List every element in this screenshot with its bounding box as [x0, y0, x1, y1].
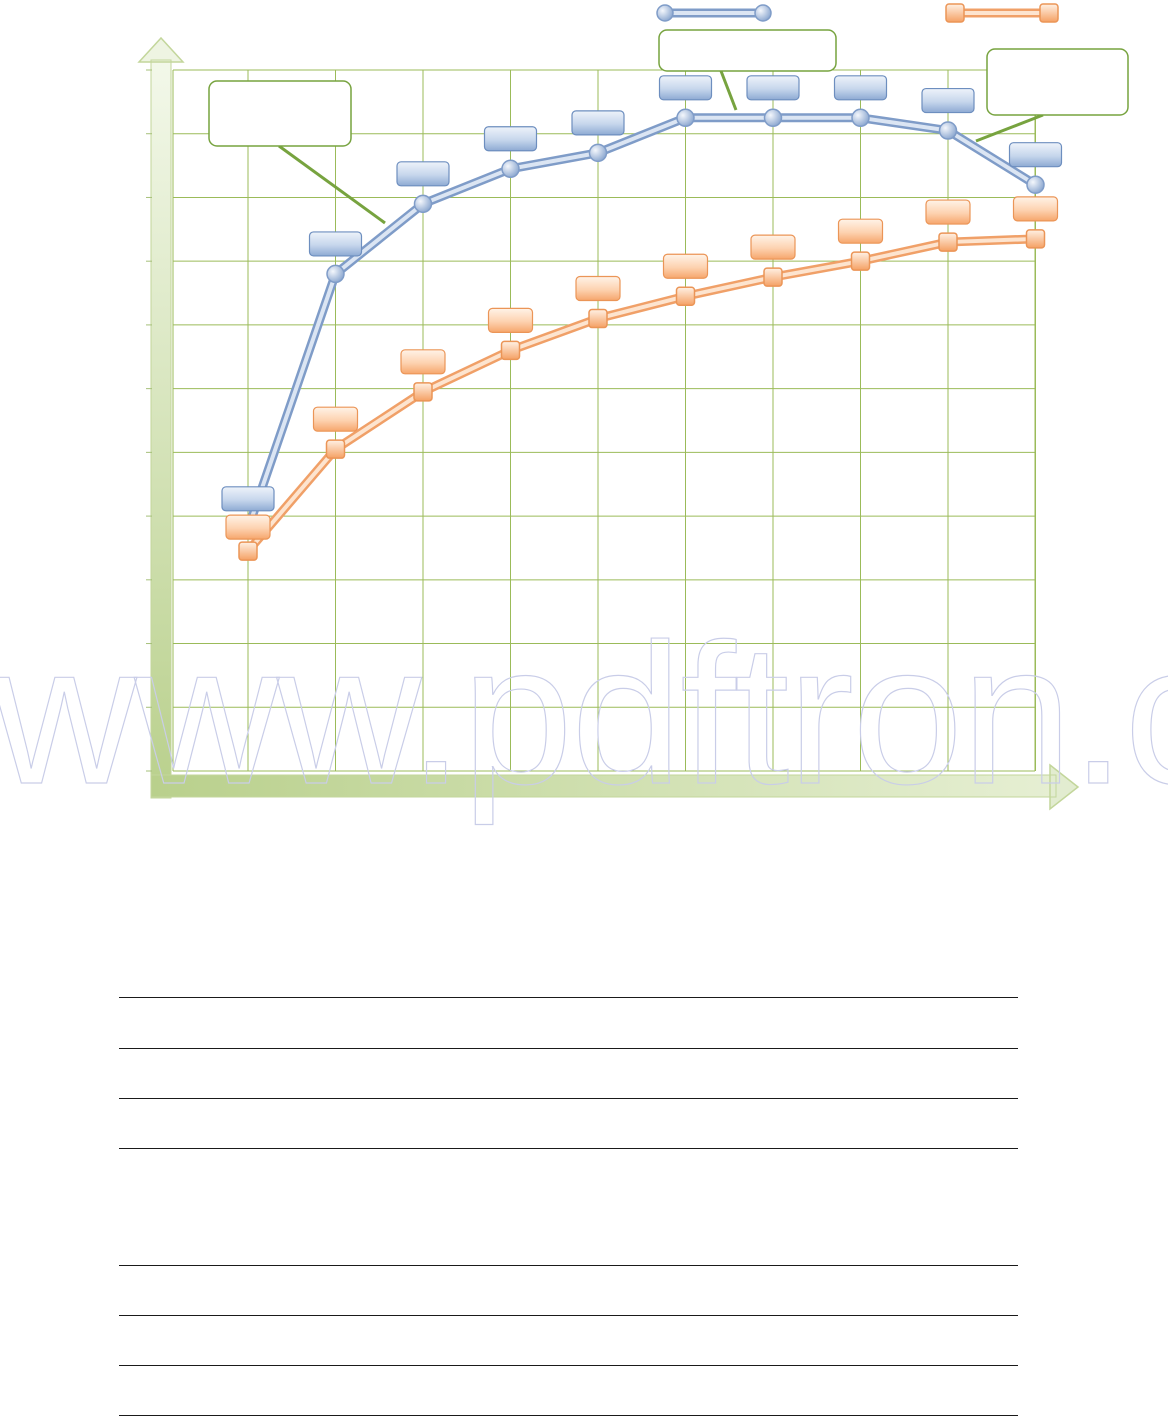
- y-axis: [137, 36, 185, 799]
- callout-box: [658, 29, 837, 72]
- data-point-marker: [675, 286, 696, 306]
- data-label-box: [837, 218, 884, 244]
- callout-leader-line: [278, 144, 386, 225]
- data-label-box: [1008, 142, 1063, 168]
- data-label-box: [1012, 196, 1059, 222]
- data-point-marker: [1026, 175, 1045, 194]
- chart-data-labels: [221, 75, 1063, 540]
- data-point-marker: [413, 194, 433, 214]
- chart-legend: [656, 3, 1059, 23]
- data-point-marker: [325, 439, 346, 459]
- table-rule: [119, 1098, 1018, 1099]
- table-rule: [119, 1265, 1018, 1266]
- data-point-marker: [763, 267, 783, 287]
- callout-annotations: [208, 29, 1129, 225]
- table-rule: [119, 1048, 1018, 1049]
- data-point-marker: [501, 159, 520, 179]
- data-label-box: [308, 231, 363, 257]
- data-point-marker: [500, 340, 521, 361]
- data-label-box: [400, 349, 446, 375]
- data-point-marker: [851, 108, 870, 128]
- data-point-marker: [238, 541, 258, 561]
- data-label-box: [575, 275, 621, 302]
- table-rule: [119, 1365, 1018, 1366]
- data-label-box: [746, 75, 800, 101]
- data-label-box: [487, 307, 534, 333]
- data-label-box: [312, 406, 359, 432]
- data-point-marker: [850, 251, 871, 271]
- data-point-marker: [588, 143, 608, 163]
- series-line-outline: [243, 234, 1040, 556]
- legend-marker: [1039, 3, 1059, 23]
- series-line-outline: [243, 113, 1040, 534]
- callout-leader-line: [719, 70, 738, 111]
- callout-box: [986, 48, 1129, 116]
- data-point-marker: [413, 382, 433, 402]
- x-axis: [150, 763, 1080, 811]
- table-rule: [119, 997, 1018, 998]
- table-rule: [119, 1148, 1018, 1149]
- chart-series: [238, 108, 1046, 561]
- data-point-marker: [588, 308, 608, 329]
- data-point-marker: [326, 264, 345, 284]
- data-label-box: [225, 514, 271, 540]
- data-label-box: [750, 234, 796, 260]
- callout-leader-line: [975, 113, 1044, 143]
- series-line: [246, 236, 1038, 554]
- chart-gridlines: [172, 69, 1036, 772]
- series-line: [246, 115, 1038, 531]
- legend-marker: [754, 4, 772, 22]
- table-rule: [119, 1315, 1018, 1316]
- data-point-marker: [1025, 229, 1046, 249]
- data-point-marker: [938, 121, 958, 140]
- data-label-box: [658, 75, 713, 101]
- legend-marker: [945, 3, 965, 23]
- y-axis-ticks: [146, 69, 152, 772]
- data-label-box: [396, 161, 450, 187]
- data-label-box: [662, 253, 709, 279]
- data-label-box: [921, 87, 975, 114]
- data-point-marker: [763, 108, 783, 128]
- data-label-box: [483, 126, 538, 152]
- legend-marker: [656, 4, 674, 22]
- data-label-box: [925, 199, 971, 225]
- data-label-box: [571, 110, 625, 136]
- line-chart: [137, 3, 1129, 811]
- table-rule: [119, 1415, 1018, 1416]
- data-label-box: [833, 75, 888, 101]
- data-point-marker: [938, 232, 958, 252]
- data-point-marker: [676, 108, 695, 128]
- data-label-box: [221, 486, 275, 512]
- callout-box: [208, 80, 352, 147]
